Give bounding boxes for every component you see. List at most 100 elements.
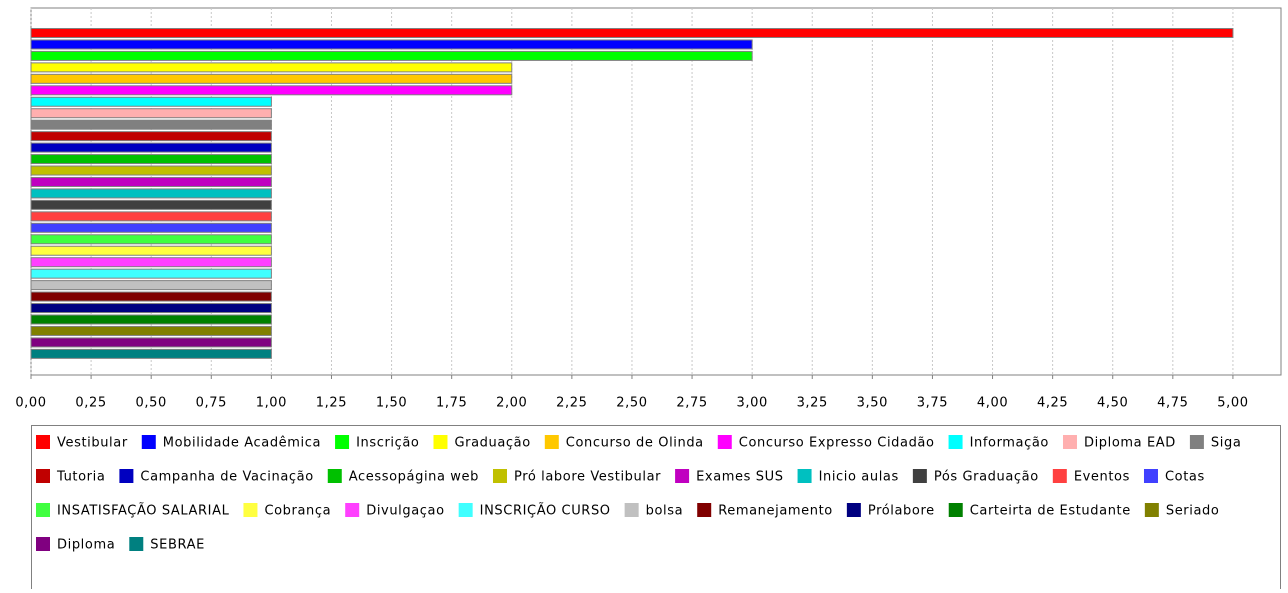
- bar: [30, 199, 272, 210]
- legend-swatch: [36, 469, 50, 483]
- legend-swatch: [141, 435, 156, 449]
- x-tick-label: 1,75: [436, 396, 467, 411]
- legend-swatch: [697, 503, 712, 517]
- bar: [30, 85, 513, 96]
- bar: [30, 142, 272, 153]
- bar: [30, 211, 272, 222]
- legend-swatch: [345, 503, 360, 517]
- legend-label: Seriado: [1166, 504, 1220, 519]
- legend-label: Prólabore: [868, 504, 935, 519]
- bar: [30, 39, 753, 50]
- legend-swatch: [129, 537, 144, 551]
- bar: [30, 222, 272, 233]
- legend-label: Graduação: [454, 436, 530, 451]
- legend-swatch: [1052, 469, 1067, 483]
- x-tick-label: 3,00: [736, 396, 767, 411]
- bar: [30, 280, 272, 291]
- legend-swatch: [797, 469, 812, 483]
- x-tick-label: 1,50: [376, 396, 407, 411]
- legend-swatch: [36, 503, 50, 517]
- x-tick-label: 4,25: [1037, 396, 1068, 411]
- bar: [30, 176, 272, 187]
- bar: [30, 325, 272, 336]
- bar: [30, 154, 272, 165]
- legend-swatch: [433, 435, 448, 449]
- x-tick-label: 3,75: [917, 396, 948, 411]
- legend-swatch: [327, 469, 342, 483]
- legend-label: Informação: [970, 436, 1049, 451]
- legend-swatch: [1143, 469, 1158, 483]
- legend-swatch: [948, 503, 963, 517]
- legend-label: bolsa: [646, 504, 684, 519]
- legend-label: Pós Graduação: [934, 470, 1039, 485]
- legend-label: Acessopágina web: [349, 470, 479, 485]
- x-tick-label: 1,00: [256, 396, 287, 411]
- legend-swatch: [624, 503, 639, 517]
- legend-label: Divulgaçao: [366, 504, 444, 519]
- x-tick-label: 3,25: [797, 396, 828, 411]
- legend-label: Campanha de Vacinação: [140, 470, 313, 485]
- x-tick-label: 0,50: [136, 396, 167, 411]
- legend-label: Eventos: [1074, 470, 1130, 485]
- bar: [30, 257, 272, 268]
- legend-label: Diploma EAD: [1084, 436, 1176, 451]
- legend-swatch: [458, 503, 473, 517]
- legend-swatch: [492, 469, 507, 483]
- bar: [30, 108, 272, 119]
- x-tick-label: 2,75: [676, 396, 707, 411]
- legend-swatch: [675, 469, 690, 483]
- x-tick-label: 4,00: [977, 396, 1008, 411]
- x-tick-label: 1,25: [316, 396, 347, 411]
- legend-box: [31, 425, 1281, 593]
- bar: [30, 314, 272, 325]
- x-tick-label: 4,50: [1097, 396, 1128, 411]
- x-tick-label: 2,00: [496, 396, 527, 411]
- legend-label: Cotas: [1165, 470, 1205, 485]
- legend-swatch: [335, 435, 350, 449]
- x-tick-label: 0,00: [15, 396, 46, 411]
- legend-label: Siga: [1211, 436, 1241, 451]
- legend-swatch: [948, 435, 963, 449]
- legend-label: Inicio aulas: [819, 470, 899, 485]
- legend-swatch: [1144, 503, 1159, 517]
- bar: [30, 348, 272, 359]
- bar: [30, 50, 753, 61]
- legend-label: Carteirta de Estudante: [970, 504, 1131, 519]
- legend-label: Vestibular: [57, 436, 128, 451]
- bar: [30, 73, 513, 84]
- bar: [30, 268, 272, 279]
- x-tick-label: 2,50: [616, 396, 647, 411]
- legend-swatch: [1062, 435, 1077, 449]
- x-tick-label: 0,75: [196, 396, 227, 411]
- legend-swatch: [912, 469, 927, 483]
- bar: [30, 337, 272, 348]
- legend-swatch: [846, 503, 861, 517]
- bar: [30, 62, 513, 73]
- x-tick-label: 2,25: [556, 396, 587, 411]
- legend-swatch: [36, 435, 50, 449]
- legend-label: INSCRIÇÃO CURSO: [480, 503, 611, 519]
- legend-swatch: [119, 469, 134, 483]
- legend-label: Inscrição: [356, 436, 419, 451]
- legend-swatch: [36, 537, 50, 551]
- legend-swatch: [243, 503, 258, 517]
- legend-label: Diploma: [57, 538, 115, 553]
- x-tick-label: 5,00: [1217, 396, 1248, 411]
- legend-swatch: [717, 435, 732, 449]
- x-tick-label: 0,25: [75, 396, 106, 411]
- legend-label: SEBRAE: [150, 538, 205, 553]
- bar: [30, 119, 272, 130]
- legend-swatch: [1189, 435, 1204, 449]
- legend-label: Exames SUS: [696, 470, 783, 485]
- legend-label: Pró labore Vestibular: [514, 470, 661, 485]
- bar: [30, 188, 272, 199]
- legend-label: Remanejamento: [718, 504, 833, 519]
- bar: [30, 165, 272, 176]
- legend-label: Concurso de Olinda: [566, 436, 704, 451]
- legend-label: Mobilidade Acadêmica: [163, 436, 321, 451]
- bar: [30, 131, 272, 142]
- legend-label: Cobrança: [264, 504, 331, 519]
- bar: [30, 291, 272, 302]
- bar: [30, 245, 272, 256]
